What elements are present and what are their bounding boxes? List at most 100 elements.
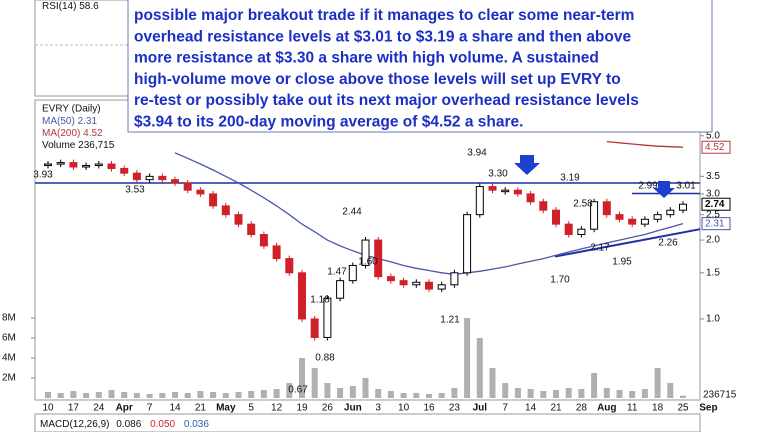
arrow	[653, 181, 675, 198]
price-annotation: 1.70	[550, 275, 570, 286]
volume-value: 236,715	[78, 140, 115, 151]
candle	[679, 203, 687, 211]
x-tick-label: 28	[576, 403, 588, 414]
candle	[234, 214, 243, 225]
ma-line	[174, 152, 684, 275]
candle	[94, 163, 103, 167]
candle	[412, 281, 421, 286]
volume-bar	[680, 395, 686, 398]
note-line: overhead resistance levels at $3.01 to $…	[134, 28, 631, 45]
x-tick-label: 12	[271, 403, 283, 414]
y-tick-label: 3.5	[706, 171, 720, 182]
volume-bar	[502, 383, 509, 398]
x-tick-label: 17	[68, 403, 80, 414]
ma50-name: MA(50)	[42, 116, 75, 127]
volume-bar	[667, 383, 674, 398]
text-box: possible major breakout trade if it mana…	[127, 0, 713, 133]
text-box-frame	[127, 0, 713, 133]
candle	[590, 201, 599, 230]
candle	[348, 264, 357, 282]
price-annotation: 1.60	[358, 257, 378, 268]
volume-bar	[641, 389, 648, 398]
x-tick-label: 24	[93, 403, 105, 414]
candle	[475, 186, 484, 216]
volume-bar	[375, 389, 382, 398]
y-tick-label: 1.0	[706, 314, 720, 325]
volume-bar	[70, 391, 77, 398]
candle	[552, 209, 560, 225]
volume-bar	[476, 338, 483, 398]
symbol-label: EVRY (Daily)	[42, 104, 101, 115]
x-tick-label: 21	[195, 403, 207, 414]
plot: 2M 4M 6M 8M 1.0 1.5 2.0 2.5 3.0 3.5 5.0 10 17 24 Apr 7 1…	[2, 130, 737, 413]
price-annotation: 2.17	[590, 243, 610, 254]
volume-bar	[464, 318, 471, 398]
x-tick-label: 16	[423, 403, 435, 414]
volume-bar	[540, 391, 547, 398]
price-annotation: 2.26	[658, 238, 678, 249]
x-tick-label: 26	[322, 403, 334, 414]
volume-bar	[349, 386, 356, 398]
rsi-name: RSI(14)	[42, 1, 76, 12]
volume-bar	[514, 388, 521, 398]
x-tick-label: 3	[375, 403, 381, 414]
macd-name: MACD(12,26,9)	[40, 419, 109, 430]
volume-bar	[629, 391, 636, 398]
candle	[145, 175, 154, 181]
candle	[69, 162, 78, 168]
volume-bar	[451, 388, 458, 398]
price-annotation: 3.94	[467, 148, 487, 159]
x-tick-label: 5	[248, 403, 254, 414]
price-annotation: 1.47	[327, 267, 347, 278]
x-tick-label: 7	[147, 403, 153, 414]
volume-bar	[57, 393, 64, 398]
volume-tick-label: 8M	[2, 313, 16, 324]
volume-bar	[248, 391, 255, 398]
price-annotation: 3.01	[676, 181, 696, 192]
candle	[120, 167, 129, 174]
candle	[666, 209, 675, 216]
x-tick-label: 19	[296, 403, 308, 414]
x-tick-label: Aug	[597, 403, 616, 414]
candle	[539, 201, 548, 211]
value-box	[701, 197, 731, 211]
x-tick-label: Jun	[344, 403, 362, 414]
candle	[463, 214, 472, 274]
price-annotation: 3.93	[33, 170, 53, 181]
candle	[56, 162, 65, 165]
candle	[615, 214, 624, 220]
volume-bar	[83, 393, 90, 398]
volume-bar	[438, 393, 445, 398]
candle	[107, 163, 116, 169]
volume-bar	[121, 392, 128, 398]
price-annotation: 0.88	[315, 353, 335, 364]
volume-bar	[210, 392, 217, 398]
x-tick-label: 23	[449, 403, 461, 414]
macd-value: 0.050	[150, 419, 175, 430]
volume-bar	[362, 378, 369, 398]
volume-tick-label: 2M	[2, 373, 16, 384]
x-tick-label: 14	[169, 403, 181, 414]
volume-bar	[553, 390, 559, 398]
price-annotation: 2.44	[342, 207, 362, 218]
candle	[628, 218, 637, 225]
x-tick-label: 14	[525, 403, 537, 414]
candle	[374, 239, 383, 278]
x-tick-label: May	[216, 403, 236, 414]
ma200-name: MA(200)	[42, 128, 80, 139]
candle	[44, 163, 52, 167]
volume-bar	[311, 368, 318, 398]
volume-bar	[565, 388, 572, 398]
candle	[488, 186, 497, 191]
volume-name: Volume	[42, 140, 76, 151]
candle	[247, 223, 256, 235]
x-tick-label: 21	[550, 403, 562, 414]
candle	[132, 172, 141, 181]
volume-bar	[273, 389, 280, 398]
candle	[259, 233, 268, 247]
volume-bar	[337, 388, 344, 398]
candle	[450, 272, 459, 286]
volume-bar	[603, 388, 610, 398]
candle	[298, 272, 306, 320]
